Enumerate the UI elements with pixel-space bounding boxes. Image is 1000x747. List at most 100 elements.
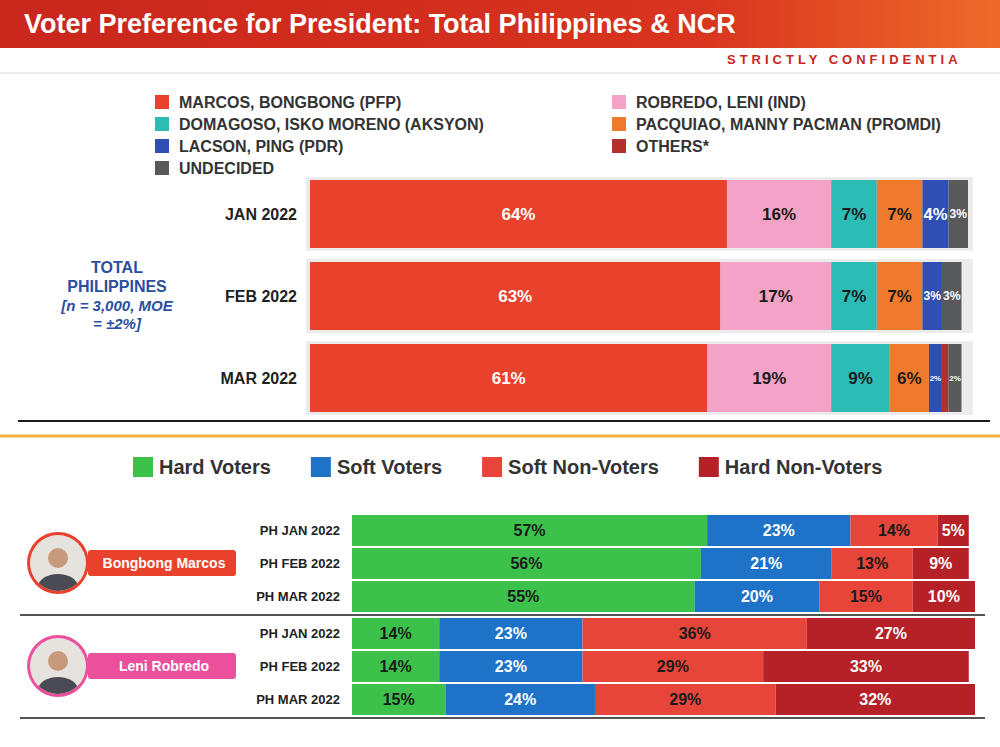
data-label: 23% xyxy=(763,522,795,539)
data-label: 14% xyxy=(380,658,412,675)
text-line: [n = 3,000, MOE xyxy=(60,297,173,314)
data-label: 5% xyxy=(942,522,965,539)
data-label: 15% xyxy=(383,691,415,708)
divider xyxy=(0,435,1000,438)
background xyxy=(0,0,1000,747)
bar-segment xyxy=(913,581,975,612)
legend-swatch xyxy=(155,95,169,109)
bar-segment xyxy=(948,180,968,248)
photo-body xyxy=(38,574,78,600)
category-label: MAR 2022 xyxy=(221,370,298,387)
text-line: TOTAL xyxy=(91,259,143,276)
bar-segment xyxy=(720,262,831,330)
data-label: 63% xyxy=(498,287,532,306)
data-label: 23% xyxy=(495,658,527,675)
legend-swatch xyxy=(612,95,626,109)
bar-segment xyxy=(913,548,969,579)
bar-segment xyxy=(707,344,831,412)
candidate-badge: Bongbong Marcos xyxy=(27,532,236,600)
name-pill xyxy=(88,653,236,679)
bar-segment xyxy=(850,515,937,546)
category-label: PH JAN 2022 xyxy=(260,523,340,538)
text-line: = ±2%] xyxy=(93,315,142,332)
group-label: TOTALPHILIPPINES xyxy=(67,259,167,295)
data-label: 64% xyxy=(501,205,535,224)
legend-label: Soft Non-Voters xyxy=(508,456,659,478)
data-label: 10% xyxy=(928,588,960,605)
data-label: 9% xyxy=(929,555,952,572)
legend-label: LACSON, PING (PDR) xyxy=(179,138,343,155)
bar-segment xyxy=(352,618,439,649)
group-separator xyxy=(20,614,985,616)
data-label: 36% xyxy=(679,625,711,642)
legend-swatch xyxy=(155,161,169,175)
bar-segment xyxy=(807,618,975,649)
bar-segment xyxy=(310,344,707,412)
data-label: 6% xyxy=(897,369,922,388)
data-label: 7% xyxy=(842,205,867,224)
photo-head xyxy=(48,651,68,671)
bar-segment xyxy=(929,344,942,412)
section-rule xyxy=(18,420,990,422)
bar-segment xyxy=(763,651,969,682)
legend-swatch xyxy=(612,139,626,153)
legend-label: DOMAGOSO, ISKO MORENO (AKSYON) xyxy=(179,116,484,133)
bar-segment xyxy=(701,548,832,579)
legend-swatch xyxy=(155,139,169,153)
data-label: 56% xyxy=(510,555,542,572)
bar-segment xyxy=(310,262,720,330)
bar-segment xyxy=(942,344,949,412)
bar-segment xyxy=(727,180,831,248)
legend-label: UNDECIDED xyxy=(179,160,274,177)
legend-swatch xyxy=(155,117,169,131)
legend-swatch xyxy=(482,457,502,477)
banner-rule xyxy=(0,73,1000,74)
data-label: 24% xyxy=(504,691,536,708)
bar-segment xyxy=(695,581,820,612)
bar-segment xyxy=(832,548,913,579)
data-label: 29% xyxy=(669,691,701,708)
bar-segment xyxy=(352,548,701,579)
banner xyxy=(0,0,1000,48)
bar-segment xyxy=(352,515,707,546)
data-label: 9% xyxy=(848,369,873,388)
confidential-label: STRICTLY CONFIDENTIA xyxy=(727,52,962,67)
data-label: 7% xyxy=(887,287,912,306)
data-label: 29% xyxy=(657,658,689,675)
bar-segment xyxy=(922,180,948,248)
bar-segment xyxy=(877,262,923,330)
bar-segment xyxy=(776,684,975,715)
data-label: 61% xyxy=(492,369,526,388)
bar-segment xyxy=(445,684,595,715)
photo xyxy=(28,636,88,703)
data-label: 17% xyxy=(759,287,793,306)
candidate-name: Bongbong Marcos xyxy=(103,555,226,571)
data-label: 23% xyxy=(495,625,527,642)
data-label: 55% xyxy=(507,588,539,605)
category-labels: PH JAN 2022PH FEB 2022PH MAR 2022 xyxy=(256,523,340,604)
bar-segment xyxy=(831,180,877,248)
category-label: PH FEB 2022 xyxy=(260,659,340,674)
bar-segment xyxy=(942,262,962,330)
legend-label: Soft Voters xyxy=(337,456,442,478)
bar-segment xyxy=(439,618,582,649)
row-background xyxy=(306,177,973,251)
sample-note: [n = 3,000, MOE= ±2%] xyxy=(60,297,173,332)
legend-label: OTHERS* xyxy=(636,138,710,155)
data-label: 14% xyxy=(380,625,412,642)
legend-label: ROBREDO, LENI (IND) xyxy=(636,94,806,111)
legend-label: PACQUIAO, MANNY PACMAN (PROMDI) xyxy=(636,116,941,133)
data-labels: 57%23%14%5%56%21%13%9%55%20%15%10% xyxy=(507,522,964,605)
data-labels: 64%16%7%7%4%3%63%17%7%7%3%3%61%19%9%6%2%… xyxy=(492,205,968,388)
legend-swatch xyxy=(311,457,331,477)
bar-segment xyxy=(583,618,807,649)
data-label: 13% xyxy=(856,555,888,572)
bar-segment xyxy=(439,651,582,682)
bars xyxy=(352,618,975,715)
bar-segment xyxy=(938,515,969,546)
bar-segment xyxy=(595,684,776,715)
data-label: 19% xyxy=(752,369,786,388)
data-label: 2% xyxy=(930,374,942,383)
data-label: 57% xyxy=(514,522,546,539)
legend-label: Hard Non-Voters xyxy=(725,456,882,478)
